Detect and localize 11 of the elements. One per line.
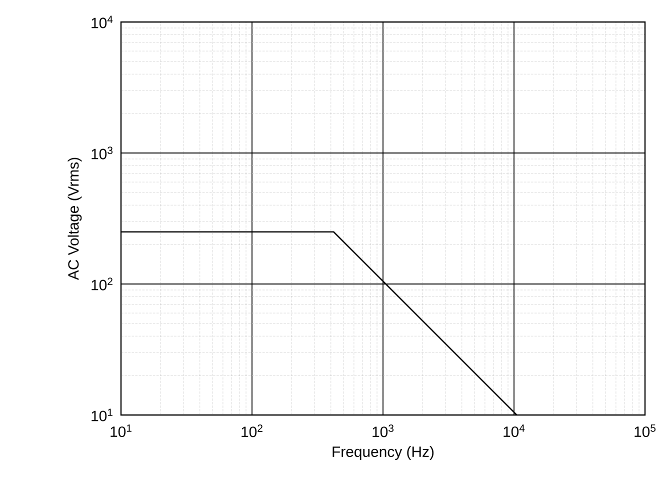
x-tick-label: 10$^{2}$	[242, 424, 262, 438]
x-tick-label: 10$^{4}$	[504, 424, 525, 438]
x-tick-label: 10$^{1}$	[110, 424, 132, 438]
y-axis-title: AC Voltage (Vrms)	[68, 158, 82, 280]
y-tick-label: 10$^{3}$	[92, 146, 113, 160]
x-tick-label: 10$^{5}$	[634, 424, 656, 438]
x-axis-title: Frequency (Hz)	[332, 446, 434, 460]
x-tick-label: 10$^{3}$	[372, 424, 394, 438]
y-tick-label: 10$^{2}$	[92, 278, 112, 290]
y-tick-label: 10$^{4}$	[92, 16, 113, 28]
y-tick-label: 10$^{1}$	[92, 408, 112, 422]
